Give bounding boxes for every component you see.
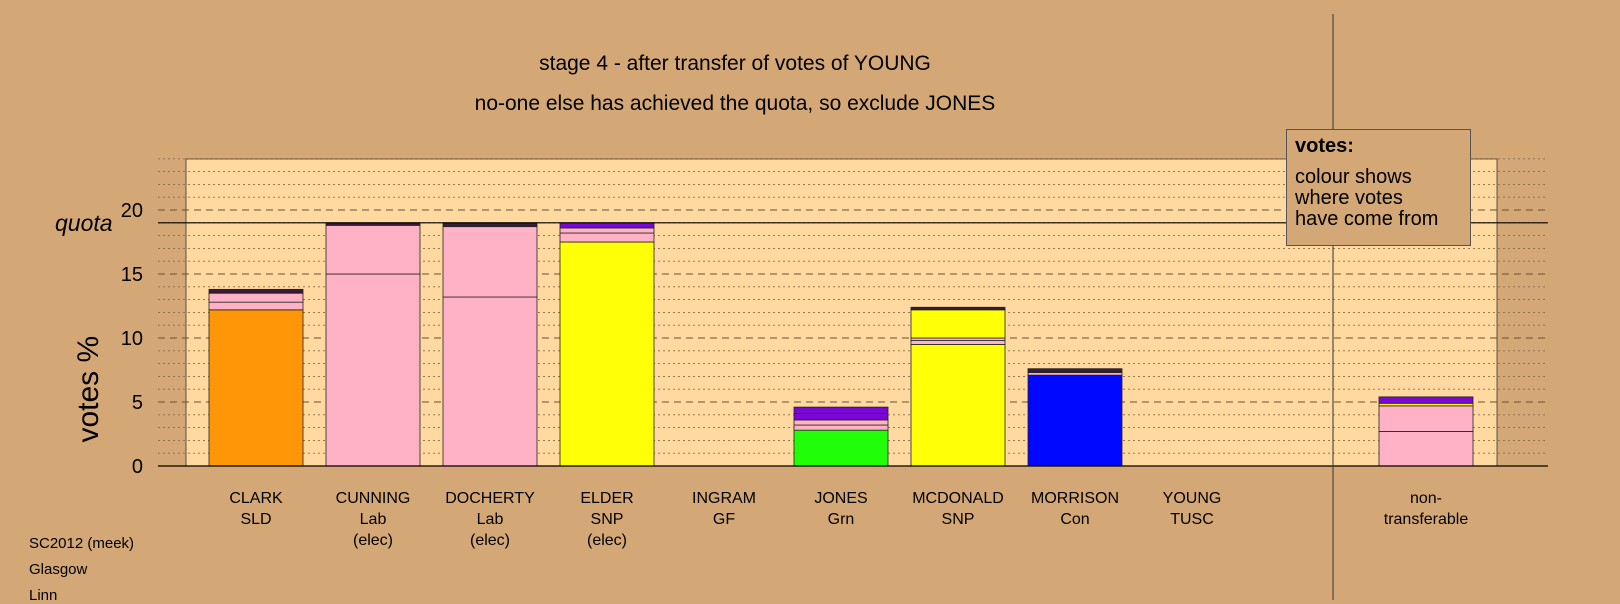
y-tick-label: 10 bbox=[121, 328, 143, 350]
category-label-line: (elec) bbox=[469, 532, 510, 549]
category-label-line: SLD bbox=[240, 511, 272, 528]
legend-line: have come from bbox=[1295, 208, 1439, 230]
chart-subtitle: no-one else has achieved the quota, so e… bbox=[474, 92, 996, 115]
category-label-line: TUSC bbox=[1170, 511, 1214, 528]
footer-election: SC2012 (meek) bbox=[29, 535, 135, 552]
bar-segment bbox=[442, 296, 538, 467]
category-label-line: DOCHERTY bbox=[445, 490, 535, 507]
category-label-line: Con bbox=[1060, 511, 1090, 528]
legend-line: colour shows bbox=[1295, 166, 1412, 188]
legend-title: votes: bbox=[1295, 135, 1354, 157]
bar-segment bbox=[793, 413, 889, 421]
category-label: non-transferable bbox=[1366, 488, 1486, 530]
category-label-line: MCDONALD bbox=[912, 490, 1004, 507]
category-label-line: SNP bbox=[941, 511, 975, 528]
category-label-line: JONES bbox=[814, 490, 868, 507]
category-label: INGRAM GF bbox=[664, 488, 784, 530]
bar-segment bbox=[910, 340, 1006, 345]
category-label-line: Grn bbox=[827, 511, 855, 528]
bar-segment bbox=[442, 226, 538, 298]
bar-segment bbox=[208, 288, 304, 294]
chart-title: stage 4 - after transfer of votes of YOU… bbox=[539, 52, 931, 75]
bar-segment bbox=[1378, 396, 1474, 404]
bar-segment bbox=[208, 309, 304, 467]
bar-segment bbox=[1027, 368, 1123, 373]
category-label-line: CLARK bbox=[229, 490, 283, 507]
bar-segment bbox=[208, 301, 304, 311]
bar-segment bbox=[1378, 405, 1474, 432]
category-label: ELDER SNP (elec) bbox=[547, 488, 667, 551]
category-label-line: transferable bbox=[1383, 511, 1469, 528]
bar-segment bbox=[1378, 431, 1474, 467]
y-tick-label: 20 bbox=[121, 200, 143, 222]
bar-segment bbox=[910, 309, 1006, 339]
y-tick-label: 15 bbox=[121, 264, 143, 286]
category-label-line: Lab bbox=[359, 511, 387, 528]
category-label-line: CUNNING bbox=[335, 490, 411, 507]
category-label: CUNNING Lab (elec) bbox=[313, 488, 433, 551]
y-tick-label: 0 bbox=[132, 456, 143, 478]
category-label-line: ELDER bbox=[580, 490, 634, 507]
category-label-line: YOUNG bbox=[1162, 490, 1222, 507]
category-label-line: GF bbox=[712, 511, 736, 528]
category-label: DOCHERTY Lab (elec) bbox=[430, 488, 550, 551]
bar-segment bbox=[559, 227, 655, 234]
category-label-line: (elec) bbox=[586, 532, 627, 549]
category-label-line: INGRAM bbox=[692, 490, 756, 507]
quota-label: quota bbox=[55, 210, 113, 236]
bar-segment bbox=[559, 241, 655, 467]
category-label-line: SNP bbox=[590, 511, 624, 528]
bar-segment bbox=[910, 343, 1006, 467]
category-label-line: MORRISON bbox=[1031, 490, 1119, 507]
bar-segment bbox=[559, 232, 655, 243]
category-label: MORRISON Con bbox=[1015, 488, 1135, 530]
bar-segment bbox=[208, 292, 304, 303]
category-label: JONES Grn bbox=[781, 488, 901, 530]
category-label: MCDONALD SNP bbox=[898, 488, 1018, 530]
category-label-line: (elec) bbox=[352, 532, 393, 549]
legend-line: where votes bbox=[1295, 187, 1403, 209]
bar-segment bbox=[559, 222, 655, 229]
y-axis-label: votes % bbox=[72, 336, 105, 443]
bar-segment bbox=[910, 306, 1006, 311]
category-label-line: non- bbox=[1409, 490, 1443, 507]
bar-segment bbox=[793, 429, 889, 467]
category-label: YOUNG TUSC bbox=[1132, 488, 1252, 530]
bar-segment bbox=[793, 419, 889, 426]
footer-ward: Linn bbox=[29, 587, 58, 604]
bar-segment bbox=[325, 224, 421, 275]
legend: votes: colour shows where votes have com… bbox=[1286, 129, 1471, 246]
y-tick-label: 5 bbox=[132, 392, 143, 414]
footer-council: Glasgow bbox=[29, 561, 88, 578]
bar-segment bbox=[325, 273, 421, 467]
bar-segment bbox=[793, 406, 889, 414]
category-label-line: Lab bbox=[476, 511, 504, 528]
bar-segment bbox=[793, 424, 889, 431]
category-label: CLARK SLD bbox=[196, 488, 316, 530]
bar-segment bbox=[1027, 374, 1123, 467]
